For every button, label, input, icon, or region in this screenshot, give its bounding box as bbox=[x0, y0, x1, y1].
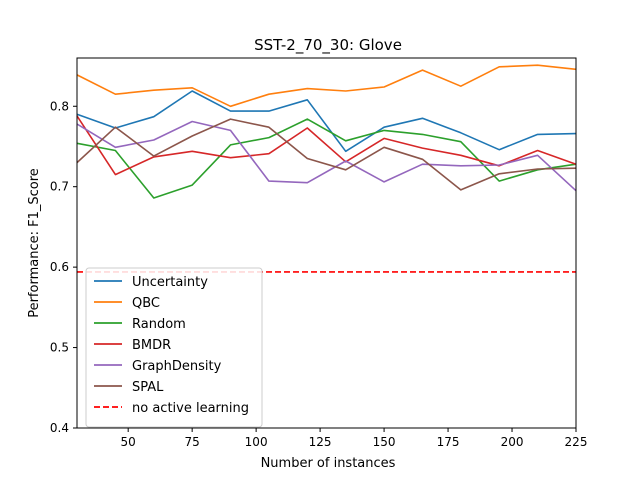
y-tick-label: 0.4 bbox=[50, 421, 69, 435]
chart-title: SST-2_70_30: Glove bbox=[254, 36, 402, 55]
series-line-spal bbox=[76, 118, 577, 191]
x-tick-label: 125 bbox=[309, 435, 332, 449]
x-tick-label: 100 bbox=[245, 435, 268, 449]
y-tick-label: 0.7 bbox=[50, 180, 69, 194]
legend-label: no active learning bbox=[132, 401, 249, 416]
legend-label: QBC bbox=[132, 296, 160, 311]
x-axis-label: Number of instances bbox=[261, 456, 396, 471]
legend-label: BMDR bbox=[132, 338, 171, 353]
axes-layer: 50 75 100 125 150 175 200 225 0.4 0.5 0.6 0.7 0.8 bbox=[50, 57, 588, 449]
x-tick-label: 150 bbox=[373, 435, 396, 449]
series-line-bmdr bbox=[76, 115, 577, 176]
legend: Uncertainty QBC Random BMDR GraphDensity SPAL… bbox=[85, 267, 263, 428]
legend-label: SPAL bbox=[132, 380, 164, 395]
plot-frame bbox=[76, 57, 577, 429]
x-tick-label: 50 bbox=[121, 435, 136, 449]
series-line-random bbox=[76, 118, 577, 199]
x-tick-label: 175 bbox=[437, 435, 460, 449]
legend-box bbox=[85, 267, 263, 428]
y-tick-label: 0.6 bbox=[50, 260, 69, 274]
series-line-qbc bbox=[76, 64, 577, 108]
legend-label: Uncertainty bbox=[132, 275, 208, 290]
x-tick-label: 200 bbox=[501, 435, 524, 449]
y-tick-label: 0.8 bbox=[50, 99, 69, 113]
series-line-graphdensity bbox=[76, 120, 577, 192]
series-layer bbox=[76, 64, 577, 273]
series-line-uncertainty bbox=[76, 90, 577, 153]
legend-label: GraphDensity bbox=[132, 359, 222, 374]
x-tick-label: 225 bbox=[565, 435, 588, 449]
x-tick-label: 75 bbox=[185, 435, 200, 449]
y-tick-label: 0.5 bbox=[50, 341, 69, 355]
legend-label: Random bbox=[132, 317, 186, 332]
y-axis-label: Performance: F1_Score bbox=[27, 168, 42, 318]
